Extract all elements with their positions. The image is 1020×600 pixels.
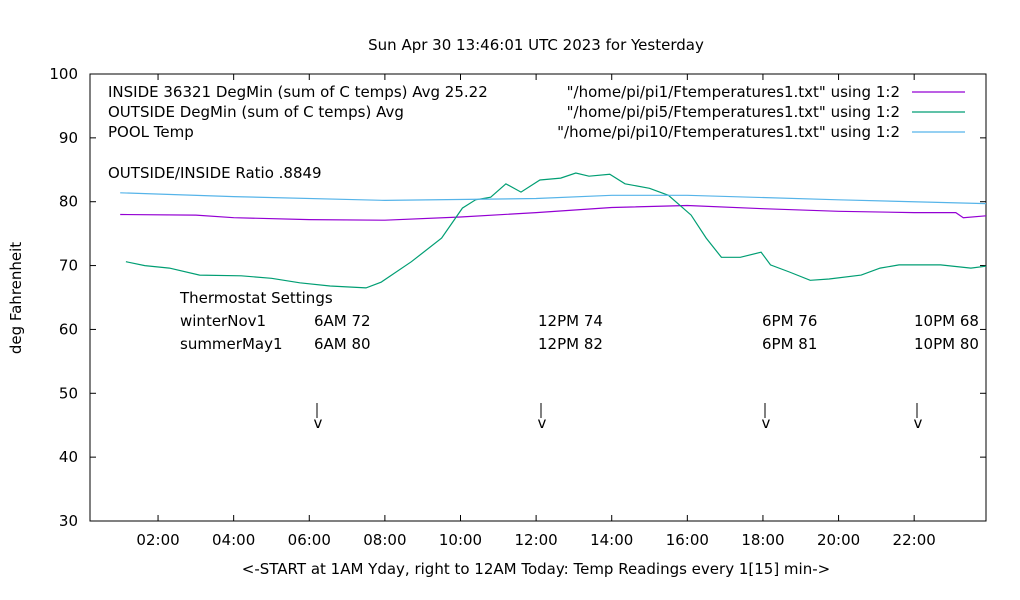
thermostat-setting: 12PM 74	[538, 312, 603, 330]
thermostat-setting: 12PM 82	[538, 335, 603, 353]
x-tick-label: 02:00	[136, 531, 179, 549]
arrow-head: v	[314, 414, 323, 432]
thermostat-row-label: summerMay1	[180, 335, 283, 353]
thermostat-setting: 6PM 76	[762, 312, 817, 330]
y-tick-label: 100	[49, 65, 78, 83]
arrow-head: v	[762, 414, 771, 432]
thermostat-setting: 10PM 80	[914, 335, 979, 353]
x-tick-label: 06:00	[288, 531, 331, 549]
x-tick-label: 20:00	[817, 531, 860, 549]
thermostat-setting: 6PM 81	[762, 335, 817, 353]
x-tick-label: 22:00	[893, 531, 936, 549]
plot-border	[89, 73, 987, 522]
thermostat-setting: 10PM 68	[914, 312, 979, 330]
y-tick-label: 30	[59, 512, 78, 530]
series-line-1	[125, 172, 987, 289]
legend-title: POOL Temp	[108, 123, 194, 141]
legend-title: INSIDE 36321 DegMin (sum of C temps) Avg…	[108, 83, 488, 101]
y-tick-label: 60	[59, 320, 78, 338]
legend-entry: "/home/pi/pi1/Ftemperatures1.txt" using …	[567, 83, 900, 101]
y-axis-label: deg Fahrenheit	[7, 242, 25, 354]
series-line-2	[120, 192, 987, 205]
x-tick-label: 08:00	[363, 531, 406, 549]
thermostat-setting: 6AM 80	[314, 335, 371, 353]
x-tick-label: 18:00	[741, 531, 784, 549]
series-line-0	[120, 204, 987, 221]
arrow-head: v	[914, 414, 923, 432]
x-tick-label: 16:00	[666, 531, 709, 549]
ratio-label: OUTSIDE/INSIDE Ratio .8849	[108, 164, 322, 182]
x-tick-label: 04:00	[212, 531, 255, 549]
legend-title: OUTSIDE DegMin (sum of C temps) Avg	[108, 103, 404, 121]
x-tick-label: 12:00	[514, 531, 557, 549]
thermostat-title: Thermostat Settings	[179, 289, 333, 307]
y-tick-label: 90	[59, 129, 78, 147]
y-tick-label: 80	[59, 193, 78, 211]
arrow-head: v	[538, 414, 547, 432]
x-axis-label: <-START at 1AM Yday, right to 12AM Today…	[242, 560, 830, 578]
chart-title: Sun Apr 30 13:46:01 UTC 2023 for Yesterd…	[368, 36, 704, 54]
y-tick-label: 50	[59, 384, 78, 402]
y-tick-label: 40	[59, 448, 78, 466]
legend-entry: "/home/pi/pi10/Ftemperatures1.txt" using…	[557, 123, 900, 141]
thermostat-setting: 6AM 72	[314, 312, 371, 330]
x-tick-label: 10:00	[439, 531, 482, 549]
y-tick-label: 70	[59, 257, 78, 275]
legend-entry: "/home/pi/pi5/Ftemperatures1.txt" using …	[567, 103, 900, 121]
thermostat-row-label: winterNov1	[180, 312, 266, 330]
x-tick-label: 14:00	[590, 531, 633, 549]
